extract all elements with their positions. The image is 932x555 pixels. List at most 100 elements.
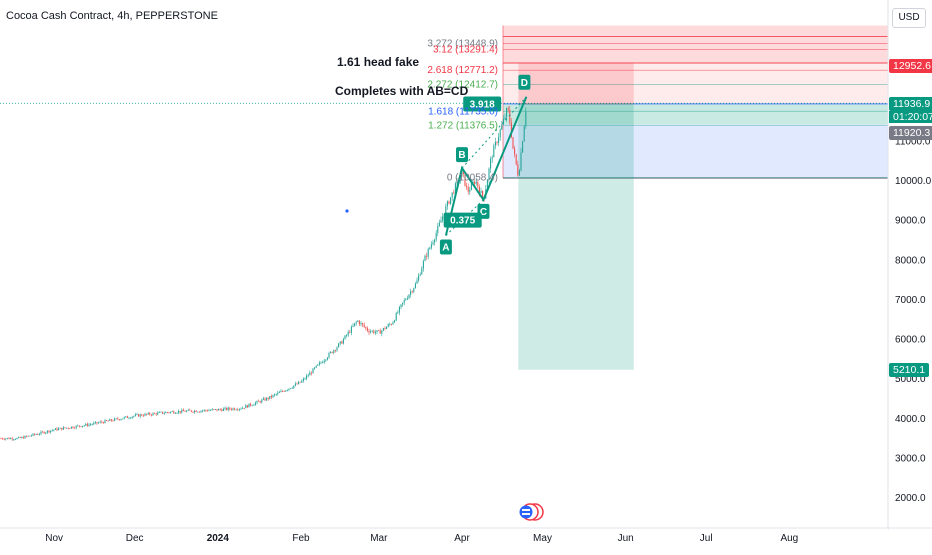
candle-body-206 (330, 351, 332, 353)
candle-body-92 (147, 412, 149, 415)
candle-body-120 (192, 411, 194, 413)
candle-body-221 (354, 323, 356, 326)
candle-body-62 (99, 421, 101, 423)
candle-body-88 (141, 414, 143, 416)
candle-body-266 (426, 255, 428, 257)
candle-body-21 (34, 433, 36, 435)
candle-body-154 (246, 405, 248, 408)
candle-body-46 (74, 427, 76, 429)
candle-body-189 (302, 378, 304, 381)
candle-body-165 (264, 398, 266, 401)
candle-body-239 (382, 328, 384, 331)
candle-body-233 (373, 330, 375, 334)
candle-body-207 (331, 351, 333, 353)
candle-body-251 (402, 302, 404, 305)
candle-body-234 (374, 332, 376, 334)
candle-body-36 (58, 428, 60, 431)
annotation-completion[interactable]: Completes with AB=CD (335, 84, 469, 98)
candle-body-181 (290, 388, 292, 390)
candle-body-133 (213, 409, 215, 411)
pattern-ratio-1: 3.918 (463, 96, 502, 112)
candle-body-150 (240, 408, 242, 410)
candle-body-276 (442, 216, 444, 221)
candle-body-118 (189, 409, 191, 411)
candle-body-111 (178, 411, 180, 413)
candle-body-55 (88, 424, 90, 426)
candle-body-7 (11, 438, 13, 440)
candle-body-108 (173, 411, 175, 414)
candle-body-72 (115, 418, 117, 420)
candle-body-31 (50, 430, 52, 433)
candle-body-45 (72, 426, 74, 428)
candle-body-255 (408, 294, 410, 299)
candle-body-304 (486, 179, 488, 189)
candle-body-259 (414, 283, 416, 289)
x-tick-7: Jun (618, 533, 634, 544)
candle-body-4 (6, 437, 8, 439)
candle-body-220 (352, 325, 354, 327)
candle-body-82 (131, 416, 133, 418)
currency-button[interactable]: USD (892, 8, 926, 28)
price-axis-bg (888, 0, 932, 550)
candle-body-89 (142, 415, 144, 417)
candle-body-283 (453, 192, 455, 194)
candle-body-289 (462, 169, 464, 175)
candle-body-179 (286, 389, 288, 391)
candle-body-122 (195, 410, 197, 412)
candle-body-105 (168, 412, 170, 414)
candle-body-316 (506, 108, 508, 118)
zone-fib-extension-top (503, 25, 888, 64)
candle-body-110 (176, 412, 178, 414)
candle-body-293 (469, 189, 471, 192)
candle-body-270 (432, 242, 434, 245)
pattern-point-label-A: A (442, 242, 449, 253)
candle-body-177 (283, 391, 285, 393)
candle-body-17 (27, 435, 29, 437)
candle-body-93 (149, 412, 151, 415)
candle-body-313 (501, 124, 503, 130)
candle-body-91 (146, 413, 148, 415)
candle-body-61 (98, 422, 100, 424)
candle-body-54 (86, 423, 88, 426)
candle-body-188 (301, 380, 303, 383)
candle-body-128 (205, 409, 207, 411)
candle-body-9 (14, 439, 16, 440)
candle-body-63 (101, 421, 103, 423)
candle-body-271 (434, 239, 436, 243)
candle-body-191 (306, 375, 308, 379)
marker-dot (345, 209, 349, 213)
candle-body-49 (78, 425, 80, 427)
candle-body-20 (32, 433, 34, 436)
candle-body-65 (104, 420, 106, 424)
candle-body-311 (498, 137, 500, 143)
candle-body-297 (475, 181, 477, 184)
price-tag-entry: 11920.3 (889, 126, 932, 140)
candle-body-184 (294, 383, 296, 386)
candle-body-212 (339, 341, 341, 344)
x-tick-1: Dec (126, 533, 144, 544)
candle-body-223 (357, 320, 359, 322)
candle-body-226 (362, 323, 364, 325)
candle-body-38 (61, 427, 63, 430)
candle-body-57 (91, 424, 93, 426)
fib-label-3: 2.272 (12412.7) (427, 79, 498, 90)
candle-body-136 (218, 409, 220, 411)
candle-body-275 (440, 220, 442, 223)
candle-body-152 (243, 407, 245, 409)
candle-body-260 (416, 280, 418, 284)
x-tick-5: Apr (454, 533, 470, 544)
candle-body-52 (83, 425, 85, 427)
candle-body-219 (350, 326, 352, 333)
time-axis-bg (0, 528, 888, 550)
annotation-head-fake[interactable]: 1.61 head fake (337, 55, 420, 69)
candle-body-130 (208, 410, 210, 412)
candle-body-160 (256, 400, 258, 403)
event-flag-stripe-2 (522, 513, 530, 515)
candle-body-60 (96, 422, 98, 424)
candle-body-5 (8, 437, 10, 440)
candle-body-42 (67, 427, 69, 429)
candle-body-137 (219, 409, 221, 410)
candle-body-227 (363, 324, 365, 327)
